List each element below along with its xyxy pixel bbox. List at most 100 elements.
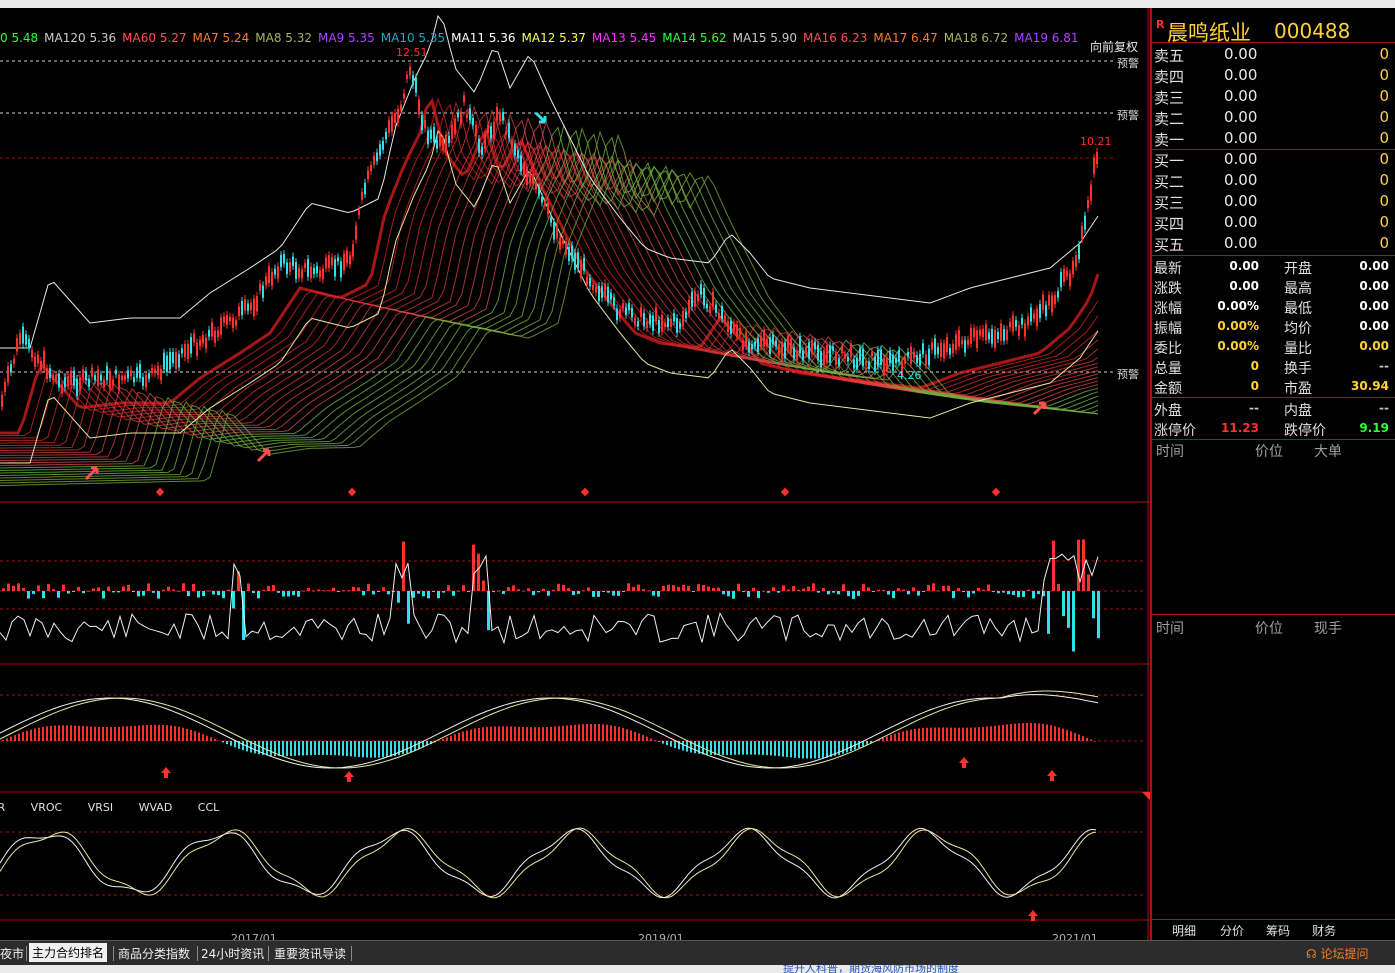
candle-body <box>463 95 465 103</box>
macd-bar <box>974 727 976 741</box>
macd-bar <box>94 726 96 741</box>
macd-bar <box>626 729 628 741</box>
indicator-tab-wvad[interactable]: WVAD <box>138 801 173 814</box>
candle-body <box>478 138 480 153</box>
bottom-tab-news-guide[interactable]: 重要资讯导读 <box>274 947 347 961</box>
macd-bar <box>510 726 512 741</box>
bottom-tab-night-market[interactable]: 夜市 <box>0 947 25 961</box>
forum-question-link[interactable]: ☊ 论坛提问 <box>1306 945 1369 962</box>
kline-chart-canvas[interactable] <box>0 8 1150 940</box>
indicator-tab-vrsi[interactable]: VRSI <box>87 801 114 814</box>
tab-price-dist[interactable]: 分价 <box>1220 924 1245 938</box>
tab-chips[interactable]: 筹码 <box>1266 924 1291 938</box>
order-book-bid-row[interactable]: 买二 0.00 0 <box>1152 170 1395 191</box>
macd-line <box>0 690 1099 769</box>
macd-bar <box>54 725 56 741</box>
macd-bar <box>498 726 500 741</box>
order-book-bid-row[interactable]: 买三 0.00 0 <box>1152 191 1395 212</box>
macd-bar <box>634 731 636 741</box>
candle-body <box>184 344 186 358</box>
quote-value: 0.00 <box>1359 299 1389 313</box>
quote-label: 内盘 <box>1284 403 1312 419</box>
moving-average-line <box>0 123 1099 471</box>
volume-bar <box>547 591 550 596</box>
volume-bar <box>997 591 1000 594</box>
volume-bar <box>502 591 505 594</box>
volume-bar <box>767 591 770 593</box>
volume-bar <box>512 585 515 591</box>
forward-restore-button[interactable]: 向前复权 <box>1090 40 1139 54</box>
bottom-tab-main-contract-rank[interactable]: 主力合约排名 <box>29 943 108 962</box>
macd-bar <box>318 741 320 755</box>
volume-bar <box>817 591 820 593</box>
oscillator-line <box>0 827 1097 899</box>
candle-body <box>223 316 225 323</box>
macd-bar <box>958 727 960 741</box>
stock-header[interactable]: R 晨鸣纸业 000488 <box>1152 14 1395 48</box>
candle-body <box>361 191 363 200</box>
warning-line-label[interactable]: 预警 <box>1117 109 1139 122</box>
candle-body <box>982 328 984 338</box>
candle-body <box>634 317 636 325</box>
macd-bar <box>638 733 640 741</box>
volume-bar <box>262 589 265 591</box>
candle-body <box>334 259 336 277</box>
macd-bar <box>606 724 608 741</box>
candle-body <box>508 122 510 139</box>
volume-bar <box>707 586 710 591</box>
bottom-tab-commodity-index[interactable]: 商品分类指数 <box>118 947 191 961</box>
warning-line-label[interactable]: 预警 <box>1117 368 1139 381</box>
candle-body <box>127 370 129 379</box>
volume-bar <box>177 590 180 592</box>
indicator-tab-vroc[interactable]: VROC <box>30 801 63 814</box>
news-ticker[interactable]: 提升人科普，期货海风防市场的制度 <box>0 965 1395 973</box>
candle-body <box>886 357 888 372</box>
candle-body <box>559 238 561 250</box>
tab-finance[interactable]: 财务 <box>1312 924 1337 938</box>
volume-bar <box>32 591 35 594</box>
volume-bar <box>1092 591 1095 619</box>
order-book-ask-row[interactable]: 卖四 0.00 0 <box>1152 65 1395 86</box>
bottom-tab-24h-news[interactable]: 24小时资讯 <box>201 947 265 961</box>
quote-value: 0.00 <box>1229 259 1259 273</box>
candle-body <box>622 303 624 309</box>
divider <box>1152 255 1395 256</box>
volume-bar <box>972 591 975 594</box>
quote-label: 金额 <box>1154 381 1182 397</box>
macd-bar <box>978 727 980 741</box>
order-book-ask-row[interactable]: 卖五 0.00 0 <box>1152 44 1395 65</box>
indicator-tab-vr[interactable]: VR <box>0 801 6 814</box>
volume-bar <box>922 591 925 592</box>
candle-body <box>1093 158 1095 174</box>
macd-bar <box>582 724 584 741</box>
volume-bar <box>862 584 865 591</box>
macd-bar <box>622 727 624 741</box>
candle-body <box>790 339 792 353</box>
order-book-bid-row[interactable]: 买四 0.00 0 <box>1152 212 1395 233</box>
order-book-ask-row[interactable]: 卖一 0.00 0 <box>1152 128 1395 149</box>
candle-body <box>211 322 213 337</box>
volume-bar <box>107 586 110 591</box>
order-book-bid-row[interactable]: 买一 0.00 0 <box>1152 149 1395 170</box>
macd-bar <box>366 741 368 758</box>
order-book-bid-row[interactable]: 买五 0.00 0 <box>1152 233 1395 254</box>
volume-bar <box>377 591 380 592</box>
order-book-ask-row[interactable]: 卖二 0.00 0 <box>1152 107 1395 128</box>
macd-bar <box>202 734 204 741</box>
order-book-ask-row[interactable]: 卖三 0.00 0 <box>1152 86 1395 107</box>
candle-body <box>4 381 6 393</box>
volume-bar <box>147 583 150 591</box>
macd-bar <box>270 741 272 756</box>
candle-body <box>499 112 501 122</box>
moving-average-line <box>0 129 1099 474</box>
kline-chart-area[interactable]: 0 5.48 MA120 5.36 MA60 5.27 MA7 5.24 MA8 5.3… <box>0 8 1150 945</box>
bottom-tab-bar: 夜市 主力合约排名 商品分类指数 24小时资讯 重要资讯导读 ☊ 论坛提问 <box>0 940 1395 966</box>
quote-label: 涨跌 <box>1154 281 1182 297</box>
warning-line-label[interactable]: 预警 <box>1117 57 1139 70</box>
volume-bar <box>507 587 510 591</box>
quote-value: -- <box>1379 359 1389 373</box>
volume-bar <box>867 587 870 591</box>
indicator-tab-ccl[interactable]: CCL <box>197 801 220 814</box>
candle-body <box>721 306 723 319</box>
tab-detail[interactable]: 明细 <box>1172 924 1197 938</box>
